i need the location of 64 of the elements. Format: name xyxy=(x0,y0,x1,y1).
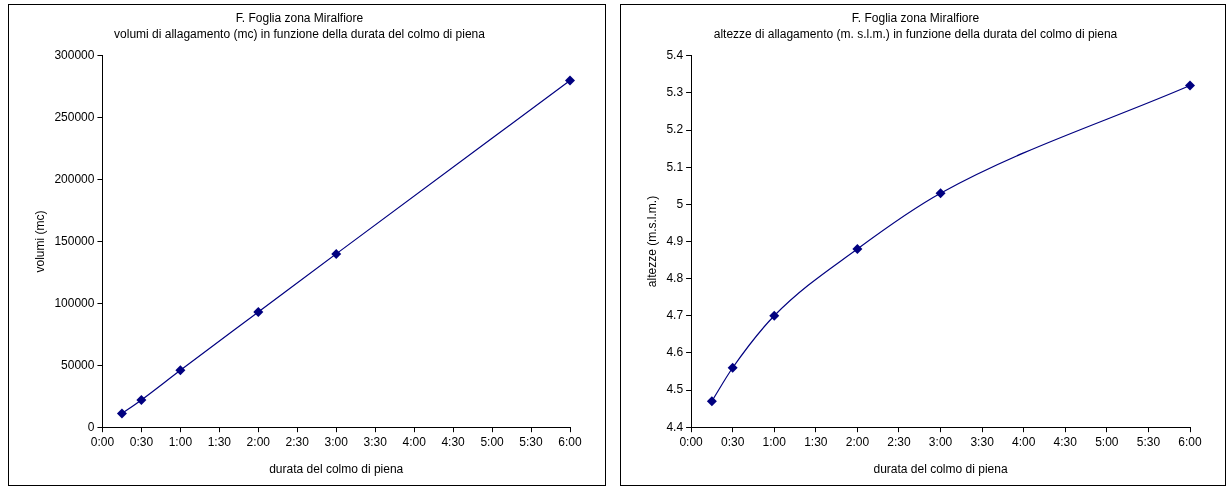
chart-title: F. Foglia zona Miralfiore xyxy=(235,10,364,25)
point xyxy=(116,408,127,419)
y-tick-label: 50000 xyxy=(61,357,95,372)
x-tick-label: 1:00 xyxy=(762,434,787,449)
y-tick-label: 250000 xyxy=(54,110,95,125)
point xyxy=(769,310,780,321)
point xyxy=(1185,80,1195,91)
point xyxy=(331,248,342,259)
point xyxy=(565,75,575,86)
y-tick-label: 4.4 xyxy=(666,419,684,434)
point xyxy=(852,243,863,254)
x-tick-label: 0:00 xyxy=(90,434,115,449)
point xyxy=(175,365,186,376)
y-tick-label: 5.1 xyxy=(666,159,684,174)
x-tick-label: 3:30 xyxy=(363,434,388,449)
x-axis-title: durata del colmo di piena xyxy=(873,462,1008,477)
y-tick-label: 4.5 xyxy=(666,382,684,397)
x-tick-label: 5:00 xyxy=(480,434,505,449)
x-tick-label: 1:30 xyxy=(207,434,232,449)
x-tick-label: 4:00 xyxy=(402,434,427,449)
y-tick-label: 5.2 xyxy=(666,122,684,137)
x-tick-label: 3:30 xyxy=(970,434,995,449)
x-tick-label: 4:30 xyxy=(1053,434,1078,449)
x-tick-label: 5:00 xyxy=(1095,434,1119,449)
x-tick-label: 5:30 xyxy=(519,434,544,449)
point xyxy=(727,362,738,373)
point xyxy=(706,396,717,407)
y-tick-label: 0 xyxy=(87,419,95,434)
y-tick-label: 100000 xyxy=(54,295,95,310)
y-tick-label: 4.9 xyxy=(666,233,684,248)
y-tick-label: 5 xyxy=(676,196,684,211)
x-tick-label: 2:00 xyxy=(246,434,271,449)
x-tick-label: 5:30 xyxy=(1136,434,1161,449)
x-tick-label: 3:00 xyxy=(928,434,953,449)
x-tick-label: 2:30 xyxy=(887,434,911,449)
x-tick-label: 4:30 xyxy=(441,434,466,449)
x-axis-title: durata del colmo di piena xyxy=(269,462,404,477)
point xyxy=(253,307,264,318)
x-tick-label: 2:30 xyxy=(285,434,310,449)
x-tick-label: 0:30 xyxy=(129,434,154,449)
y-tick-label: 300000 xyxy=(54,48,95,63)
y-tick-label: 5.3 xyxy=(666,85,684,100)
x-tick-label: 1:30 xyxy=(804,434,828,449)
y-axis-title: altezze (m.s.l.m.) xyxy=(644,195,659,288)
point xyxy=(136,394,147,405)
y-tick-label: 4.6 xyxy=(666,345,684,360)
point xyxy=(935,188,946,199)
y-axis-title: volumi (mc) xyxy=(32,210,47,273)
x-tick-label: 6:00 xyxy=(1178,434,1202,449)
x-tick-label: 6:00 xyxy=(558,434,582,449)
x-tick-label: 1:00 xyxy=(168,434,193,449)
y-tick-label: 5.4 xyxy=(666,48,684,63)
x-tick-label: 3:00 xyxy=(324,434,349,449)
y-tick-label: 200000 xyxy=(54,171,95,186)
x-tick-label: 4:00 xyxy=(1012,434,1036,449)
y-tick-label: 4.7 xyxy=(666,308,684,323)
chart-subtitle: volumi di allagamento (mc) in funzione della durata del colmo di piena xyxy=(114,26,486,41)
x-tick-label: 0:00 xyxy=(679,434,704,449)
x-tick-label: 0:30 xyxy=(720,434,745,449)
chart-subtitle: altezze di allagamento (m. s.l.m.) in funzione della durata del colmo di piena xyxy=(713,26,1118,41)
chart-title: F. Foglia zona Miralfiore xyxy=(851,10,980,25)
y-tick-label: 150000 xyxy=(54,233,95,248)
x-tick-label: 2:00 xyxy=(845,434,870,449)
y-tick-label: 4.8 xyxy=(666,270,684,285)
